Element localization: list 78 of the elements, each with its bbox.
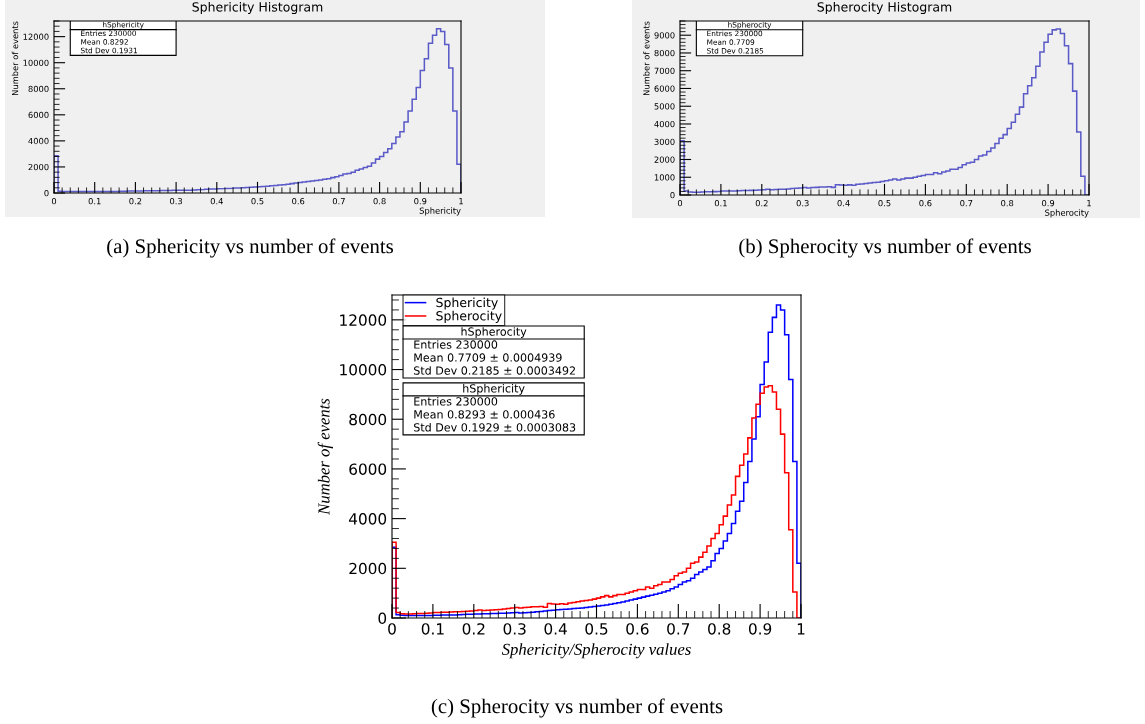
y-tick-label: 6000 bbox=[654, 85, 675, 92]
y-tick-label: 0 bbox=[44, 189, 49, 197]
y-axis-title: Number of events bbox=[11, 21, 19, 96]
x-tick-label: 0.4 bbox=[837, 200, 850, 207]
annotation: hSphericity bbox=[463, 383, 525, 395]
annotation: Entries 230000 bbox=[414, 340, 498, 349]
y-tick-label: 0 bbox=[670, 191, 675, 199]
x-axis-title: Sphericity bbox=[419, 207, 461, 216]
y-axis-title: Number of events bbox=[643, 21, 650, 96]
y-tick-label: 8000 bbox=[28, 85, 49, 93]
x-tick-label: 0.7 bbox=[667, 623, 690, 635]
x-tick-label: 0.7 bbox=[960, 200, 973, 207]
y-tick-label: 2000 bbox=[28, 163, 49, 171]
y-tick-label: 0 bbox=[378, 612, 387, 625]
x-tick-label: 1 bbox=[459, 198, 463, 205]
chart-title: Sphericity Histogram bbox=[192, 1, 323, 15]
y-tick-label: 12000 bbox=[340, 314, 387, 326]
x-tick-label: 0.2 bbox=[462, 623, 485, 635]
y-tick-label: 10000 bbox=[340, 364, 387, 376]
x-tick-label: 0.1 bbox=[88, 198, 101, 205]
x-tick-label: 0.5 bbox=[878, 200, 891, 207]
x-tick-label: 0.9 bbox=[414, 198, 427, 205]
x-tick-label: 0.4 bbox=[210, 198, 223, 205]
y-tick-label: 9000 bbox=[654, 32, 675, 39]
text: (b) Spherocity vs number of events bbox=[739, 238, 1031, 258]
x-tick-label: 0.1 bbox=[421, 623, 444, 635]
legend-label: Sphericity bbox=[436, 297, 498, 310]
y-tick-label: 6000 bbox=[349, 463, 387, 475]
y-tick-label: 6000 bbox=[28, 111, 49, 119]
annotation: Entries 230000 bbox=[414, 396, 498, 406]
y-tick-label: 4000 bbox=[654, 120, 675, 128]
annotation: Mean 0.7709 ± 0.0004939 bbox=[414, 353, 562, 362]
x-tick-label: 0.5 bbox=[585, 623, 608, 635]
annotation: Std Dev 0.2185 ± 0.0003492 bbox=[414, 366, 575, 375]
y-axis-title: Number of events bbox=[317, 398, 333, 515]
y-tick-label: 10000 bbox=[23, 59, 49, 66]
x-tick-label: 0 bbox=[677, 200, 683, 207]
annotation: Std Dev 0.1929 ± 0.0003083 bbox=[414, 422, 576, 432]
legend-label: Spherocity bbox=[436, 310, 502, 323]
y-tick-label: 5000 bbox=[654, 103, 675, 110]
x-tick-label: 0.8 bbox=[373, 198, 386, 205]
x-tick-label: 0.6 bbox=[292, 198, 305, 205]
y-tick-label: 2000 bbox=[654, 156, 675, 163]
x-tick-label: 0.3 bbox=[796, 200, 809, 207]
y-tick-label: 4000 bbox=[28, 137, 49, 145]
x-tick-label: 0.2 bbox=[755, 200, 768, 207]
x-tick-label: 0.5 bbox=[251, 198, 264, 205]
x-tick-label: 0.4 bbox=[544, 623, 567, 635]
annotation: Mean 0.8293 ± 0.000436 bbox=[414, 410, 555, 419]
x-axis-title: Sphericity/Spherocity values bbox=[501, 643, 691, 659]
x-tick-label: 0.9 bbox=[1042, 200, 1055, 207]
chart-title: Spherocity Histogram bbox=[817, 1, 952, 15]
text: (c) Spherocity vs number of events bbox=[431, 698, 723, 718]
x-tick-label: 0.2 bbox=[129, 198, 142, 205]
x-tick-label: 0.3 bbox=[170, 198, 183, 205]
x-tick-label: 0.1 bbox=[714, 200, 727, 207]
y-tick-label: 1000 bbox=[654, 174, 675, 181]
x-tick-label: 0.3 bbox=[503, 623, 526, 635]
x-tick-label: 1 bbox=[797, 623, 805, 635]
x-tick-label: 0.9 bbox=[748, 623, 772, 635]
y-tick-label: 12000 bbox=[23, 33, 49, 40]
y-tick-label: 2000 bbox=[349, 562, 387, 575]
annotation: hSpherocity bbox=[461, 327, 527, 338]
x-tick-label: 0 bbox=[388, 623, 396, 635]
y-tick-label: 8000 bbox=[349, 413, 387, 426]
text: (a) Sphericity vs number of events bbox=[107, 238, 394, 258]
x-tick-label: 0.7 bbox=[332, 198, 345, 205]
x-tick-label: 1 bbox=[1087, 200, 1091, 207]
y-tick-label: 4000 bbox=[349, 513, 387, 525]
y-tick-label: 3000 bbox=[654, 138, 675, 146]
x-tick-label: 0.8 bbox=[708, 623, 731, 635]
x-tick-label: 0.6 bbox=[919, 200, 932, 207]
x-axis-title: Spherocity bbox=[1045, 209, 1089, 218]
x-tick-label: 0.6 bbox=[626, 623, 649, 635]
y-tick-label: 8000 bbox=[654, 49, 675, 57]
y-tick-label: 7000 bbox=[654, 67, 675, 74]
x-tick-label: 0 bbox=[51, 198, 57, 205]
x-tick-label: 0.8 bbox=[1001, 200, 1014, 207]
